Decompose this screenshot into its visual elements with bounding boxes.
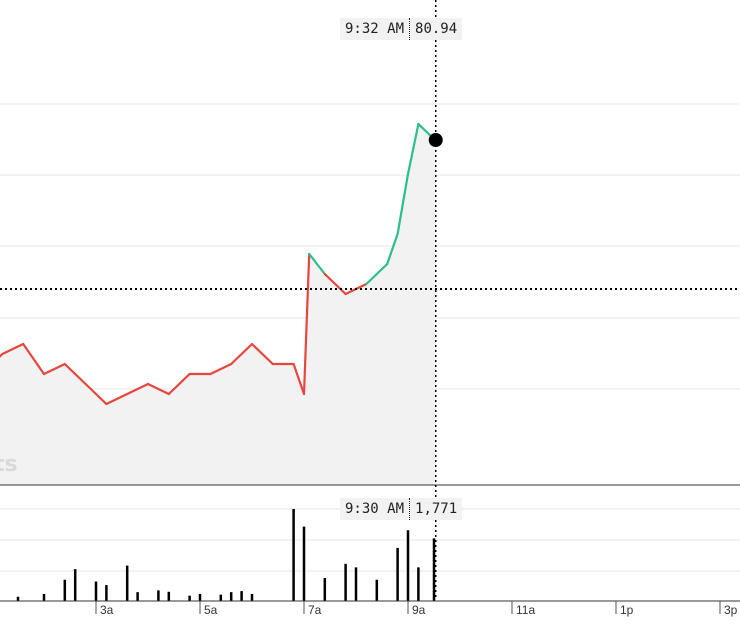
x-tick-label: 5a (204, 603, 218, 617)
price-line-segment (1, 342, 25, 356)
price-line-segment (365, 262, 389, 286)
price-line-segment (323, 272, 347, 296)
volume-bars (16, 508, 436, 601)
x-tick-label: 3p (724, 603, 738, 617)
price-line-segment (167, 372, 191, 396)
price-line-segment (417, 122, 430, 136)
price-tooltip: 9:32 AM 80.94 (340, 18, 463, 40)
price-tooltip-separator (409, 18, 411, 40)
volume-tooltip-separator (409, 498, 411, 520)
price-line-segment (230, 342, 254, 366)
price-tooltip-value: 80.94 (415, 21, 458, 37)
x-tick-label: 1p (620, 603, 634, 617)
volume-tooltip: 9:30 AM 1,771 (340, 498, 463, 520)
crosshair-dot (428, 133, 443, 147)
price-line-segment (396, 172, 410, 236)
price-tooltip-time: 9:32 AM (345, 21, 405, 37)
price-line-segment (63, 362, 87, 386)
price-line-segment (406, 122, 420, 176)
price-area-fill (0, 124, 436, 485)
price-line (0, 122, 437, 406)
x-tick-label: 9a (412, 603, 426, 617)
price-line-segment (209, 362, 233, 376)
price-line-segment (292, 362, 306, 396)
price-line-segment (146, 382, 170, 396)
price-line-segment (126, 382, 150, 396)
volume-tooltip-time: 9:30 AM (345, 501, 405, 517)
price-line-segment (250, 342, 274, 366)
price-line-segment (84, 382, 108, 406)
price-line-segment (42, 362, 66, 376)
x-tick-label: 11a (516, 603, 535, 617)
price-line-segment (308, 252, 326, 276)
price-line-segment (22, 342, 46, 376)
x-tick-label: 7a (308, 603, 322, 617)
price-line-segment (302, 252, 311, 396)
watermark: ts (0, 452, 18, 477)
price-line-segment (105, 392, 129, 406)
x-axis-ticks: 3a 5a 7a 9a 11a 1p 3p (95, 601, 738, 617)
price-line-segment (386, 232, 399, 266)
x-tick-label: 3a (100, 603, 114, 617)
volume-tooltip-value: 1,771 (415, 501, 458, 517)
